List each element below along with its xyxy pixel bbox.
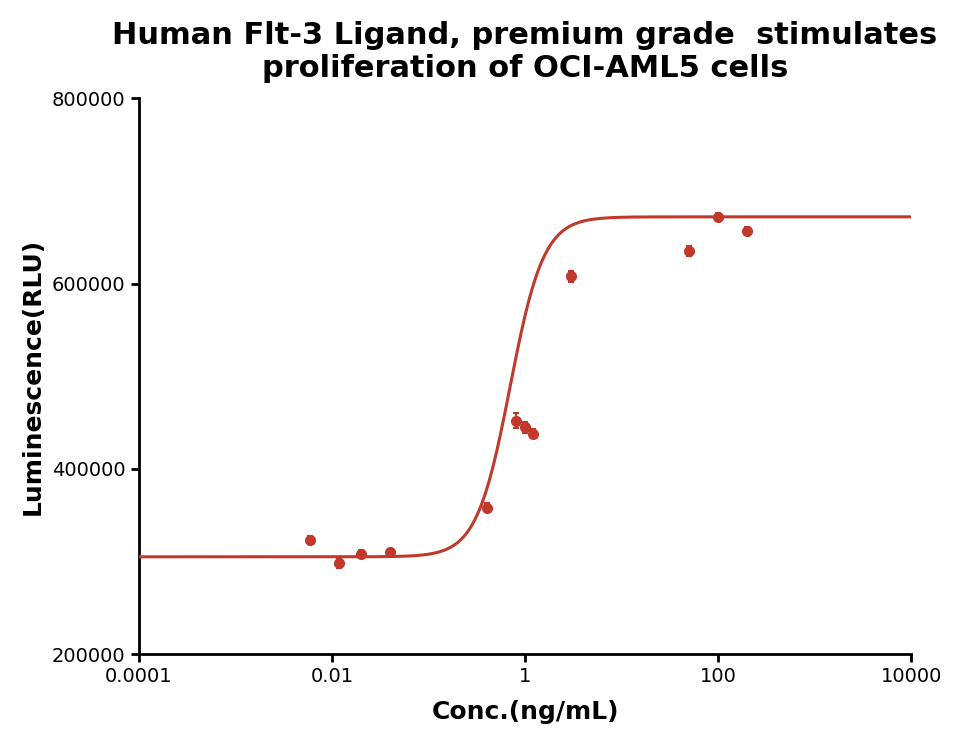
Y-axis label: Luminescence(RLU): Luminescence(RLU) (21, 238, 45, 515)
Title: Human Flt-3 Ligand, premium grade  stimulates
proliferation of OCI-AML5 cells: Human Flt-3 Ligand, premium grade stimul… (113, 21, 938, 83)
X-axis label: Conc.(ng/mL): Conc.(ng/mL) (431, 700, 619, 724)
